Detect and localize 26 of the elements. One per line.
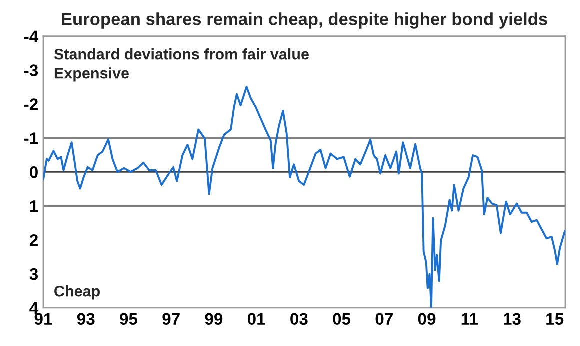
y-tick-label: 3	[30, 268, 38, 280]
x-tick-label: 97	[162, 313, 180, 326]
x-tick-label: 07	[376, 313, 393, 326]
x-tick-label: 13	[504, 313, 521, 326]
y-tick-label: 1	[30, 200, 38, 212]
x-tick-label: 99	[205, 313, 223, 326]
x-tick-label: 11	[462, 313, 478, 325]
x-tick-label: 91	[34, 313, 52, 326]
x-tick-label: 05	[333, 313, 351, 326]
y-tick-label: 4	[30, 302, 39, 314]
y-tick-label: 0	[30, 166, 38, 178]
annotation: Expensive	[54, 68, 129, 82]
y-tick-label: -1	[24, 132, 38, 144]
x-tick-label: 03	[290, 313, 308, 326]
annotation: Cheap	[54, 286, 100, 300]
x-tick-label: 95	[120, 313, 138, 326]
x-tick-label: 93	[77, 313, 95, 326]
x-tick-label: 01	[248, 313, 266, 326]
y-tick-label: 2	[30, 234, 38, 246]
x-tick-label: 15	[546, 313, 564, 326]
y-tick-label: -2	[24, 98, 38, 110]
x-tick-label: 09	[418, 313, 436, 326]
y-tick-label: -3	[24, 64, 38, 77]
annotation: Standard deviations from fair value	[54, 48, 309, 60]
y-tick-label: -4	[24, 30, 39, 42]
chart-title: European shares remain cheap, despite higher bond yields	[62, 12, 548, 29]
